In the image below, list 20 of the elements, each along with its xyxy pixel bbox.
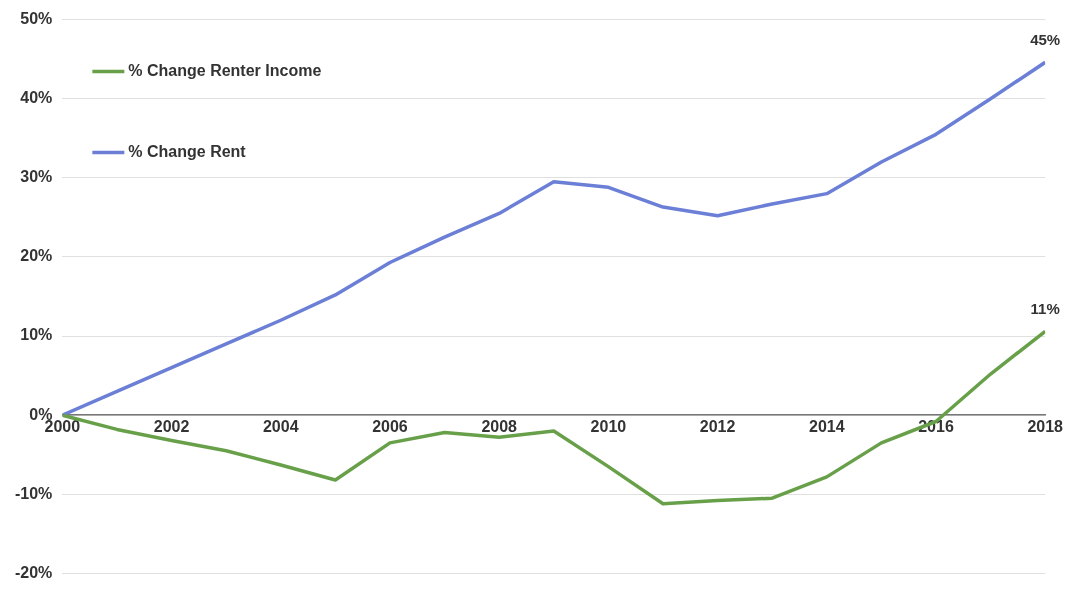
legend-label: % Change Renter Income <box>128 62 322 80</box>
y-tick-label: 10% <box>20 326 53 344</box>
x-tick-label: 2000 <box>44 418 81 436</box>
x-tick-label: 2012 <box>699 418 736 436</box>
y-tick-label: -20% <box>14 563 53 581</box>
y-tick-label: 30% <box>20 168 53 186</box>
legend-label: % Change Rent <box>128 143 247 161</box>
y-tick-label: -10% <box>14 484 53 502</box>
x-tick-label: 2006 <box>372 418 408 436</box>
x-tick-label: 2010 <box>590 418 627 436</box>
x-tick-label: 2008 <box>481 418 518 436</box>
y-tick-label: 20% <box>20 247 53 265</box>
x-tick-label: 2014 <box>808 418 845 436</box>
x-tick-label: 2002 <box>153 418 190 436</box>
x-tick-label: 2018 <box>1027 418 1064 436</box>
data-label: 45% <box>1030 30 1061 48</box>
y-tick-label: 40% <box>20 89 53 107</box>
x-tick-label: 2004 <box>262 418 299 436</box>
data-label: 11% <box>1030 299 1060 317</box>
y-tick-label: 50% <box>20 10 53 28</box>
